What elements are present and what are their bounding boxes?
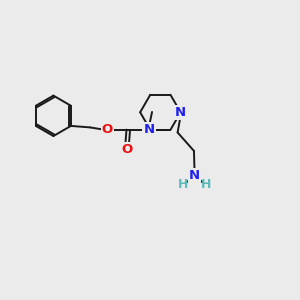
Text: N: N	[143, 123, 155, 136]
Text: N: N	[175, 106, 186, 119]
Text: O: O	[102, 123, 113, 136]
Text: N: N	[189, 169, 200, 182]
Text: H: H	[201, 178, 211, 191]
Text: H: H	[178, 178, 188, 191]
Text: O: O	[121, 142, 132, 156]
